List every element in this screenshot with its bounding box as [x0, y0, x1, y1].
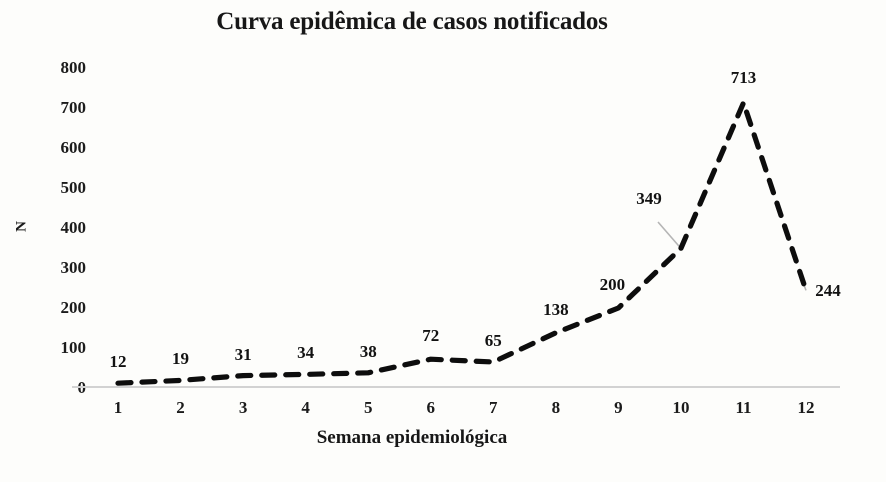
data-label-week-10: 349: [636, 189, 662, 209]
y-tick-400: 400: [60, 218, 87, 237]
x-tick-6: 6: [426, 398, 436, 417]
x-tick-7: 7: [489, 398, 498, 417]
data-label-week-11: 713: [730, 67, 757, 87]
y-tick-200: 200: [60, 298, 87, 317]
data-label-week-9: 200: [599, 275, 626, 294]
x-tick-12: 12: [797, 398, 815, 417]
label-leader-lines: [657, 221, 807, 291]
chart-title: Curva epidêmica de casos notificados: [216, 8, 608, 35]
y-tick-300: 300: [60, 258, 87, 277]
leader-line-349: [657, 221, 682, 249]
data-label-week-3: 31: [234, 344, 252, 364]
data-label-week-4: 34: [297, 343, 315, 363]
data-label-week-12: 244: [815, 281, 841, 301]
x-tick-3: 3: [238, 398, 248, 417]
x-axis-label: Semana epidemiológica: [316, 427, 508, 448]
y-tick-700: 700: [60, 98, 87, 117]
y-tick-600: 600: [60, 138, 87, 157]
x-tick-4: 4: [301, 398, 310, 417]
data-label-week-6: 72: [422, 326, 440, 346]
x-tick-8: 8: [551, 398, 561, 417]
y-tick-500: 500: [60, 178, 87, 197]
x-tick-11: 11: [735, 398, 752, 417]
data-label-week-1: 12: [109, 352, 127, 372]
x-tick-1: 1: [113, 398, 123, 417]
data-label-week-2: 19: [172, 349, 190, 369]
data-series-line: [115, 100, 809, 386]
x-tick-2: 2: [176, 398, 185, 417]
data-label-week-7: 65: [484, 331, 502, 350]
data-label-week-5: 38: [359, 341, 377, 361]
data-label-week-8: 138: [543, 299, 569, 319]
y-tick-100: 100: [60, 338, 87, 357]
x-tick-10: 10: [672, 398, 690, 417]
y-tick-800: 800: [60, 58, 87, 77]
x-tick-5: 5: [363, 398, 373, 417]
x-tick-9: 9: [614, 398, 623, 417]
